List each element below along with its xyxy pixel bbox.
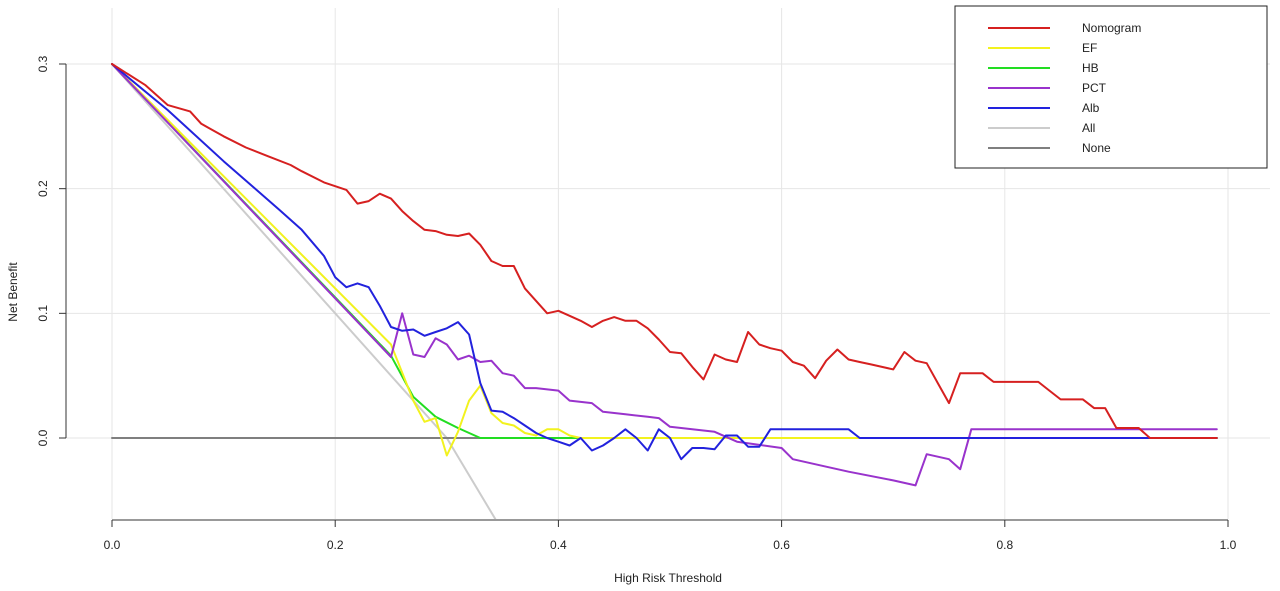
series-line-pct xyxy=(111,63,1218,487)
legend-label-none: None xyxy=(1082,141,1111,155)
y-axis-title: Net Benefit xyxy=(6,262,20,322)
series-line-alb xyxy=(111,63,1218,461)
legend-label-alb: Alb xyxy=(1082,101,1100,115)
series-line-nomogram xyxy=(111,63,1218,439)
x-axis-title: High Risk Threshold xyxy=(614,571,722,585)
series-line-all xyxy=(111,63,497,519)
x-tick-label: 0.8 xyxy=(996,538,1013,552)
axes: 0.0 0.2 0.4 0.6 0.8 1.0 0.0 0.1 0.2 0.3 xyxy=(36,55,1236,552)
y-tick-label: 0.2 xyxy=(36,180,50,197)
legend-label-ef: EF xyxy=(1082,41,1097,55)
legend-label-pct: PCT xyxy=(1082,81,1107,95)
y-tick-label: 0.3 xyxy=(36,55,50,72)
x-tick-label: 1.0 xyxy=(1220,538,1237,552)
x-tick-label: 0.4 xyxy=(550,538,567,552)
x-tick-label: 0.0 xyxy=(104,538,121,552)
legend: Nomogram EF HB PCT Alb All None xyxy=(954,5,1268,169)
series-line-ef xyxy=(111,63,1218,457)
x-tick-label: 0.6 xyxy=(773,538,790,552)
legend-label-nomogram: Nomogram xyxy=(1082,21,1141,35)
y-tick-label: 0.0 xyxy=(36,429,50,446)
series-lines xyxy=(111,63,1218,519)
y-tick-label: 0.1 xyxy=(36,305,50,322)
x-tick-label: 0.2 xyxy=(327,538,344,552)
legend-label-hb: HB xyxy=(1082,61,1099,75)
legend-label-all: All xyxy=(1082,121,1095,135)
